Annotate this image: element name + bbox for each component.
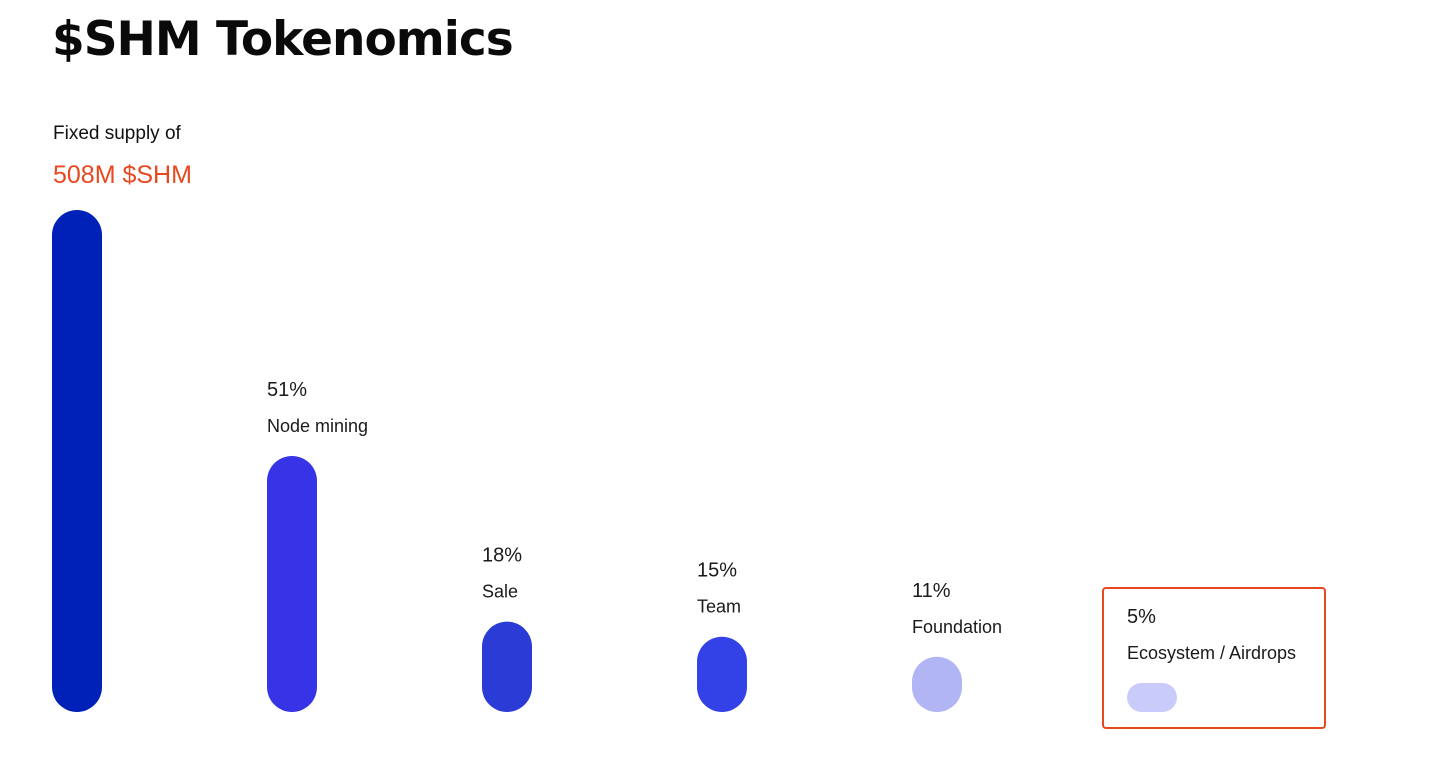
value-label: 15% [697,560,737,582]
bar-sale [482,621,532,712]
category-label: Ecosystem / Airdrops [1127,643,1296,663]
value-label: 18% [482,545,522,567]
category-label: Node mining [267,416,368,436]
value-label: 11% [912,580,951,602]
supply-label: Fixed supply of [53,123,181,144]
bar-foundation [912,656,962,712]
highlight-box [1102,587,1326,729]
value-label: 5% [1127,606,1156,628]
bar-ecosystem-airdrops [1127,683,1177,712]
supply-value: 508M $SHM [53,161,192,189]
category-label: Foundation [912,617,1002,637]
category-label: Team [697,597,741,617]
total-supply-bar [52,210,102,712]
category-label: Sale [482,582,518,602]
bar-team [697,636,747,712]
value-label: 51% [267,379,307,401]
bar-node-mining [267,455,317,712]
page-title: $SHM Tokenomics [52,12,514,67]
